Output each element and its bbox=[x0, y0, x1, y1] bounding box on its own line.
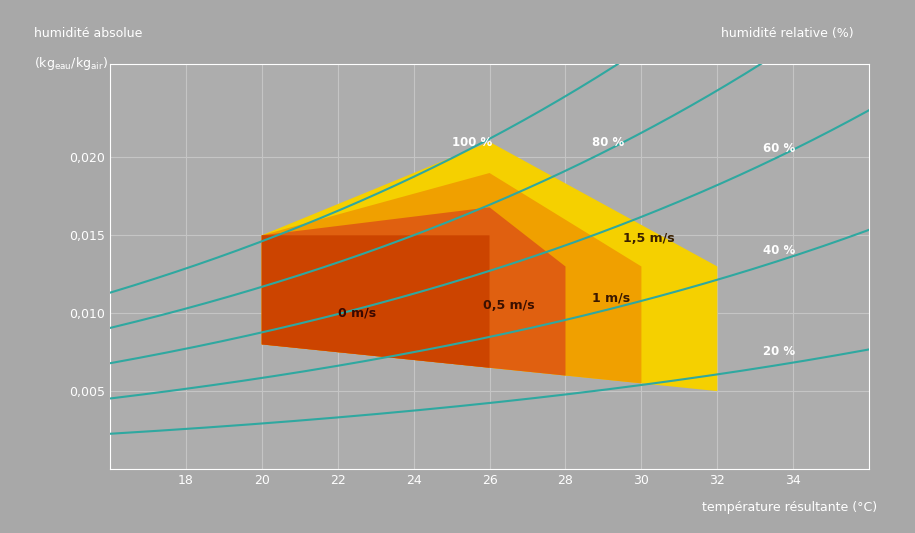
Text: 100 %: 100 % bbox=[452, 136, 491, 149]
Text: (kg$_{\mathregular{eau}}$/kg$_{\mathregular{air}}$): (kg$_{\mathregular{eau}}$/kg$_{\mathregu… bbox=[34, 55, 108, 72]
Text: température résultante (°C): température résultante (°C) bbox=[702, 502, 877, 514]
Text: 0,5 m/s: 0,5 m/s bbox=[483, 299, 534, 312]
Text: 1,5 m/s: 1,5 m/s bbox=[623, 232, 675, 245]
Polygon shape bbox=[262, 173, 641, 383]
Text: 60 %: 60 % bbox=[763, 142, 795, 155]
Text: humidité relative (%): humidité relative (%) bbox=[721, 27, 854, 39]
Text: humidité absolue: humidité absolue bbox=[34, 27, 142, 39]
Text: 40 %: 40 % bbox=[763, 244, 795, 256]
Polygon shape bbox=[262, 142, 717, 391]
Polygon shape bbox=[262, 236, 490, 368]
Text: 20 %: 20 % bbox=[763, 345, 795, 358]
Text: 1 m/s: 1 m/s bbox=[592, 291, 630, 304]
Text: 80 %: 80 % bbox=[592, 135, 624, 149]
Text: 0 m/s: 0 m/s bbox=[338, 306, 376, 320]
Polygon shape bbox=[262, 207, 565, 376]
